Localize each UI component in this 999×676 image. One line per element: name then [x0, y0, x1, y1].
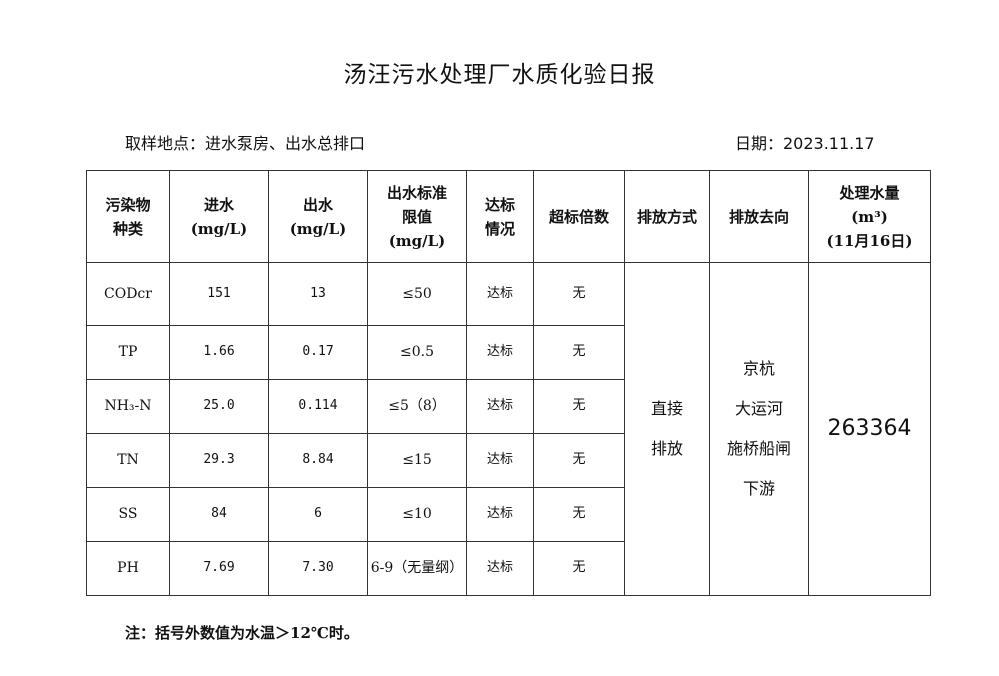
- status-cell: 达标: [466, 325, 534, 380]
- outflow-cell: 8.84: [268, 433, 368, 488]
- outflow-cell: 13: [268, 262, 368, 326]
- outflow-cell: 6: [268, 487, 368, 542]
- discharge-destination-cell: 京杭大运河施桥船闸下游: [709, 262, 809, 596]
- pollutant-cell: PH: [86, 541, 170, 596]
- limit-cell: ≤50: [367, 262, 467, 326]
- h: 处理水量: [839, 183, 900, 202]
- header-limit: 出水标准限值 (mg/L): [367, 170, 467, 263]
- inflow-cell: 151: [169, 262, 269, 326]
- exceed-cell: 无: [533, 487, 625, 542]
- h: (mg/L): [190, 219, 248, 238]
- exceed-cell: 无: [533, 262, 625, 326]
- water-quality-table: 污染物 种类 进水 (mg/L) 出水 (mg/L) 出水标准 限值 (mg/L) 达标情…: [86, 170, 931, 596]
- header-pollutant: 污染物 种类: [86, 170, 170, 263]
- discharge-destination-cell-line: 施桥船闸: [726, 439, 791, 458]
- treated-volume-cell: 263364: [808, 262, 931, 596]
- report-title: 汤汪污水处理厂水质化验日报: [343, 62, 656, 88]
- sampling-location: 取样地点：进水泵房、出水总排口: [125, 134, 366, 153]
- limit-cell: 6-9（无量纲）: [367, 541, 467, 596]
- exceed-cell: 无: [533, 325, 625, 380]
- limit-cell: ≤5（8）: [367, 379, 467, 434]
- table-row: TN 29.3 8.84 ≤15 达标无: [86, 433, 931, 488]
- inflow-cell: 84: [169, 487, 269, 542]
- header-row: 污染物种类 进水 (mg/L) 出水 (mg/L) 出水标准限值 (mg/L) 达标情…: [86, 170, 931, 263]
- table-row: NH₃-N 25.0 0.114 ≤5（8） 达标无: [86, 379, 931, 434]
- status-cell: 达标: [466, 487, 534, 542]
- h: 污染物: [105, 195, 151, 214]
- table-row: TP 1.66 0.17 ≤0.5 达标无: [86, 325, 931, 380]
- table-row: SS 84 6 ≤10 达标无: [86, 487, 931, 542]
- h: 情况: [484, 219, 515, 238]
- header-outflow: 出水 (mg/L): [268, 170, 368, 263]
- header-exceed: 超标倍数: [533, 170, 625, 263]
- discharge-method-cell-line: 排放: [650, 439, 683, 458]
- status-cell: 达标: [466, 433, 534, 488]
- discharge-destination-cell-line: 下游: [742, 479, 775, 498]
- h: 限值: [401, 207, 432, 226]
- pollutant-cell: CODcr: [86, 262, 170, 326]
- status-cell: 达标: [466, 262, 534, 326]
- report-date: 日期：2023.11.17: [735, 134, 875, 153]
- table-row: PH 7.69 7.30 6-9（无量纲） 达标无: [86, 541, 931, 596]
- header-destination: 排放去向: [709, 170, 809, 263]
- limit-cell: ≤15: [367, 433, 467, 488]
- discharge-destination-cell-line: 大运河: [734, 399, 783, 418]
- h: 出水: [302, 195, 333, 214]
- h: 进水: [203, 195, 234, 214]
- pollutant-cell: SS: [86, 487, 170, 542]
- h: 达标: [484, 195, 515, 214]
- limit-cell: ≤0.5: [367, 325, 467, 380]
- h: (mg/L): [289, 219, 347, 238]
- h: 种类: [112, 219, 143, 238]
- pollutant-cell: NH₃-N: [86, 379, 170, 434]
- header-volume: 处理水量 (m³) (11月16日): [808, 170, 931, 263]
- h: (m³): [851, 207, 888, 226]
- h: (11月16日): [826, 231, 913, 250]
- status-cell: 达标: [466, 541, 534, 596]
- exceed-cell: 无: [533, 433, 625, 488]
- discharge-method-cell-line: 直接: [650, 399, 683, 418]
- status-cell: 达标: [466, 379, 534, 434]
- header-status: 达标 情况: [466, 170, 534, 263]
- inflow-cell: 29.3: [169, 433, 269, 488]
- discharge-destination-cell-line: 京杭: [742, 359, 775, 378]
- header-inflow: 进水 (mg/L): [169, 170, 269, 263]
- outflow-cell: 0.17: [268, 325, 368, 380]
- discharge-method-cell: 直接 排放: [624, 262, 710, 596]
- table-row: CODcr 151 13 ≤50 达标无直接 排放 京杭 大运河 施桥船闸 下游 263364: [86, 262, 931, 596]
- limit-cell: ≤10: [367, 487, 467, 542]
- pollutant-cell: TP: [86, 325, 170, 380]
- inflow-cell: 7.69: [169, 541, 269, 596]
- inflow-cell: 25.0: [169, 379, 269, 434]
- exceed-cell: 无: [533, 541, 625, 596]
- exceed-cell: 无: [533, 379, 625, 434]
- header-method: 排放方式: [624, 170, 710, 263]
- h: 出水标准: [386, 183, 447, 202]
- footnote: 注：括号外数值为水温＞12℃时。: [125, 624, 359, 642]
- outflow-cell: 7.30: [268, 541, 368, 596]
- pollutant-cell: TN: [86, 433, 170, 488]
- outflow-cell: 0.114: [268, 379, 368, 434]
- inflow-cell: 1.66: [169, 325, 269, 380]
- h: (mg/L): [388, 231, 446, 250]
